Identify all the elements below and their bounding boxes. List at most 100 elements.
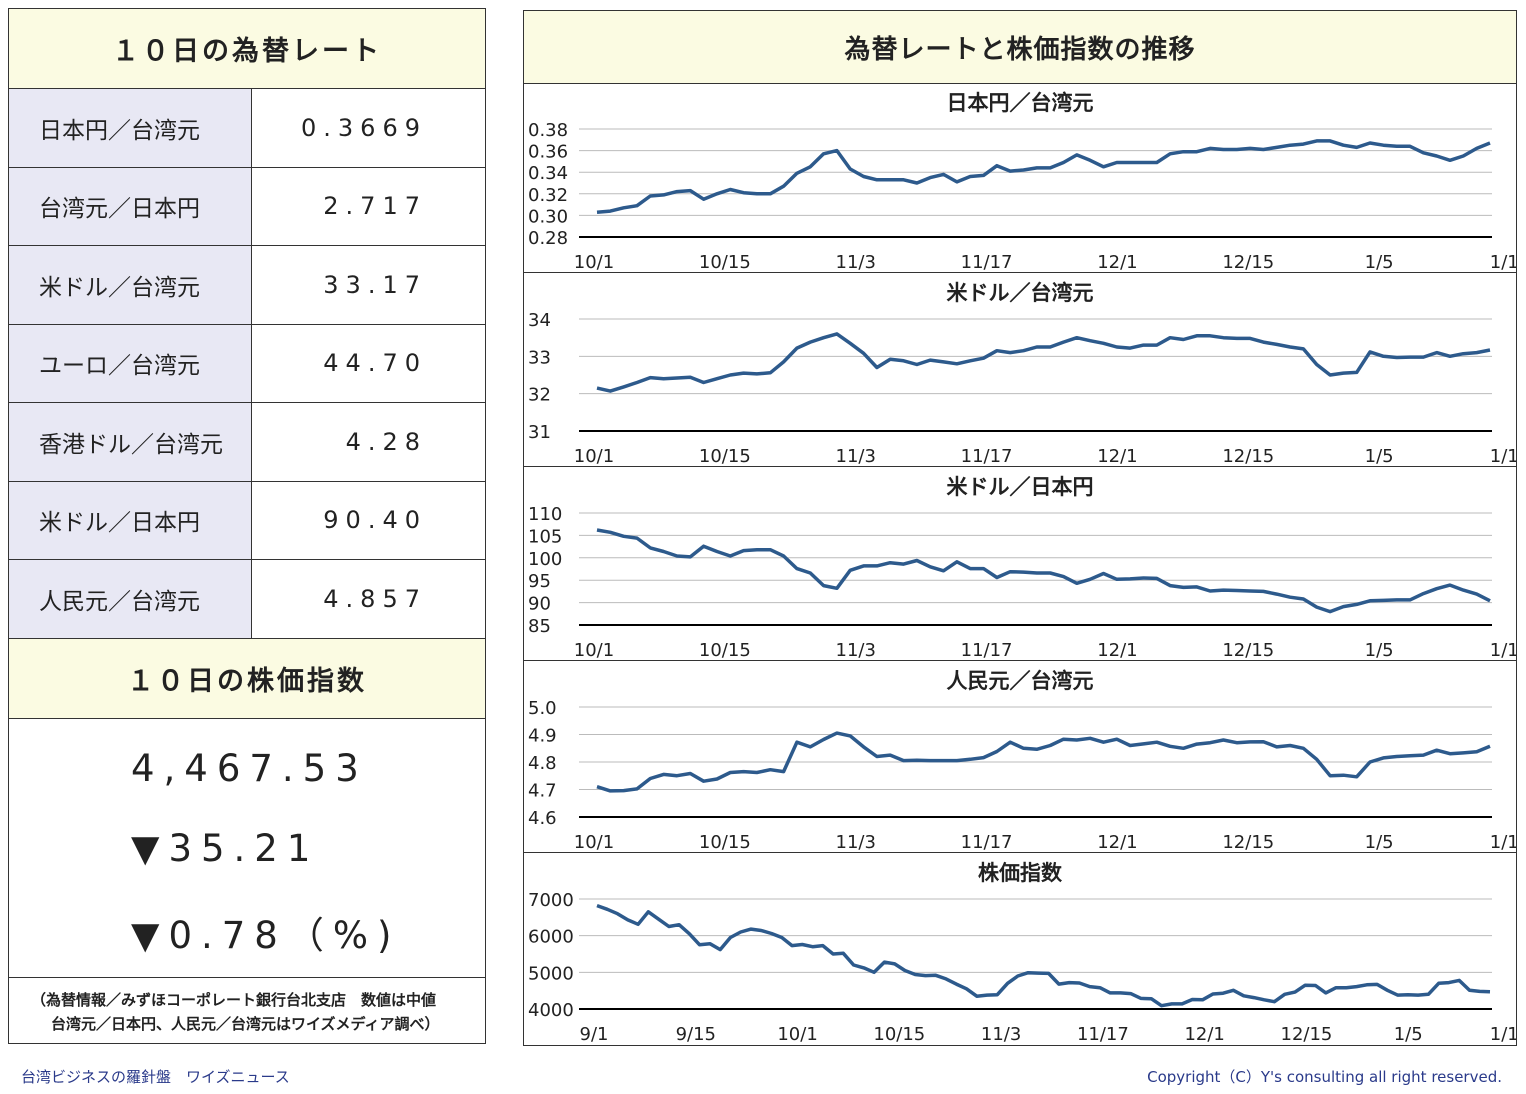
charts-title: 為替レートと株価指数の推移 [524,11,1516,84]
rate-label: 台湾元／日本円 [9,167,252,245]
y-tick-label: 6000 [528,927,574,948]
y-tick-label: 4000 [528,1000,574,1021]
x-tick-label: 12/1 [1097,252,1137,273]
chart-svg: 5.0 4.9 4.8 4.7 4.6 10/1 10/15 11/3 11/17 12/1 12/… [528,698,1516,853]
x-tick-label: 11/17 [961,252,1013,273]
x-tick-label: 10/15 [699,446,751,467]
rate-label: 米ドル／台湾元 [9,246,252,324]
y-tick-label: 33 [528,347,551,368]
y-tick-label: 0.30 [528,206,568,227]
x-tick-label: 1/10 [1490,640,1516,661]
rate-label: 香港ドル／台湾元 [9,403,252,481]
y-tick-label: 5000 [528,963,574,984]
series-line [596,139,1491,214]
x-tick-label: 11/3 [836,640,876,661]
x-tick-label: 11/3 [836,446,876,467]
x-tick-label: 10/1 [777,1024,817,1045]
x-tick-label: 1/10 [1490,446,1516,467]
y-tick-label: 0.32 [528,185,568,206]
rate-label: ユーロ／台湾元 [9,324,252,402]
left-panel: １０日の為替レート 日本円／台湾元 0.3669 台湾元／日本円 2.717 米ドル／台… [8,8,486,1044]
chart-title: 人民元／台湾元 [946,669,1094,693]
y-tick-label: 110 [528,504,562,525]
chart-svg: 7000 6000 5000 4000 9/1 9/15 10/1 10/15 11/3 11/1… [528,890,1516,1045]
rate-value: 4.28 [345,427,427,456]
y-tick-label: 34 [528,310,551,331]
rate-value: 90.40 [323,506,427,535]
chart-3: 人民元／台湾元 5.0 4.9 4.8 4.7 4.6 10/1 10/15 11/3 11/17… [524,661,1516,853]
chart-title: 米ドル／台湾元 [946,281,1094,305]
stock-change-pct: ▼0.78（%) [131,913,401,957]
series-line [596,332,1491,393]
right-panel: 為替レートと株価指数の推移 日本円／台湾元 0.38 0.36 0.34 0.32 0.3… [523,10,1517,1046]
stock-value: 4,467.53 [131,746,368,790]
source-line-1: （為替情報／みずほコーポレート銀行台北支店 数値は中値 [31,990,437,1009]
y-tick-label: 0.28 [528,228,568,249]
y-tick-label: 0.36 [528,142,568,163]
x-tick-label: 11/17 [961,446,1013,467]
source-note: （為替情報／みずほコーポレート銀行台北支店 数値は中値 台湾元／日本円、人民元／… [9,978,485,1036]
rate-value: 4.857 [323,584,427,613]
series-line [596,903,1491,1008]
x-tick-label: 12/15 [1222,832,1274,853]
rate-value: 33.17 [323,270,427,299]
y-tick-label: 90 [528,594,551,615]
chart-svg: 0.380.360.340.320.300.28 10/1 10/15 11/3 11/… [528,120,1516,273]
stock-change: ▼35.21 [131,826,320,870]
x-tick-label: 10/15 [873,1024,925,1045]
x-tick-label: 9/1 [580,1024,609,1045]
rates-header: １０日の為替レート [9,9,485,89]
rate-row: 人民元／台湾元 4.857 [9,560,485,639]
x-tick-label: 1/5 [1365,446,1394,467]
chart-title: 日本円／台湾元 [946,91,1094,115]
x-tick-label: 12/1 [1097,640,1137,661]
y-tick-label: 4.8 [528,753,557,774]
rate-value: 44.70 [323,349,427,378]
x-tick-label: 10/1 [574,640,614,661]
x-tick-label: 1/10 [1490,1024,1516,1045]
x-tick-label: 1/10 [1490,252,1516,273]
x-tick-label: 12/1 [1184,1024,1224,1045]
x-tick-label: 12/15 [1222,252,1274,273]
x-tick-label: 11/17 [961,832,1013,853]
y-tick-label: 85 [528,616,551,637]
rate-row: 香港ドル／台湾元 4.28 [9,403,485,482]
y-tick-label: 105 [528,526,562,547]
chart-0: 日本円／台湾元 0.38 0.36 0.34 0.32 0.30 0.28 10/1 10/15… [524,83,1516,273]
x-tick-label: 10/1 [574,832,614,853]
x-tick-label: 11/3 [836,252,876,273]
x-tick-label: 10/1 [574,252,614,273]
x-tick-label: 10/1 [574,446,614,467]
chart-4: 株価指数 7000 6000 5000 4000 9/1 9/15 10/1 10/15 11/3… [524,853,1516,1045]
rate-value: 0.3669 [301,113,427,142]
y-tick-label: 31 [528,422,551,443]
y-tick-label: 32 [528,385,551,406]
chart-title: 株価指数 [978,861,1062,885]
x-tick-label: 1/5 [1394,1024,1423,1045]
rate-row: 台湾元／日本円 2.717 [9,167,485,246]
y-tick-label: 0.34 [528,163,568,184]
rate-value: 2.717 [323,192,427,221]
x-tick-label: 11/17 [961,640,1013,661]
rate-row: 米ドル／台湾元 33.17 [9,246,485,325]
rate-label: 人民元／台湾元 [9,560,252,638]
x-tick-label: 1/5 [1365,832,1394,853]
x-tick-label: 1/5 [1365,252,1394,273]
source-line-2: 台湾元／日本円、人民元／台湾元はワイズメディア調べ） [51,1014,440,1033]
rate-row: ユーロ／台湾元 44.70 [9,324,485,403]
series-line [596,731,1491,793]
x-tick-label: 11/17 [1077,1024,1129,1045]
x-tick-label: 11/3 [836,832,876,853]
x-tick-label: 10/15 [699,640,751,661]
footer-brand: 台湾ビジネスの羅針盤 ワイズニュース [21,1068,290,1086]
x-tick-label: 12/1 [1097,832,1137,853]
rate-label: 米ドル／日本円 [9,481,252,559]
series-line [596,528,1491,614]
x-tick-label: 11/3 [981,1024,1021,1045]
rate-label: 日本円／台湾元 [9,89,252,167]
y-tick-label: 7000 [528,890,574,911]
x-tick-label: 1/5 [1365,640,1394,661]
rate-row: 日本円／台湾元 0.3669 [9,89,485,168]
chart-title: 米ドル／日本円 [946,475,1094,499]
